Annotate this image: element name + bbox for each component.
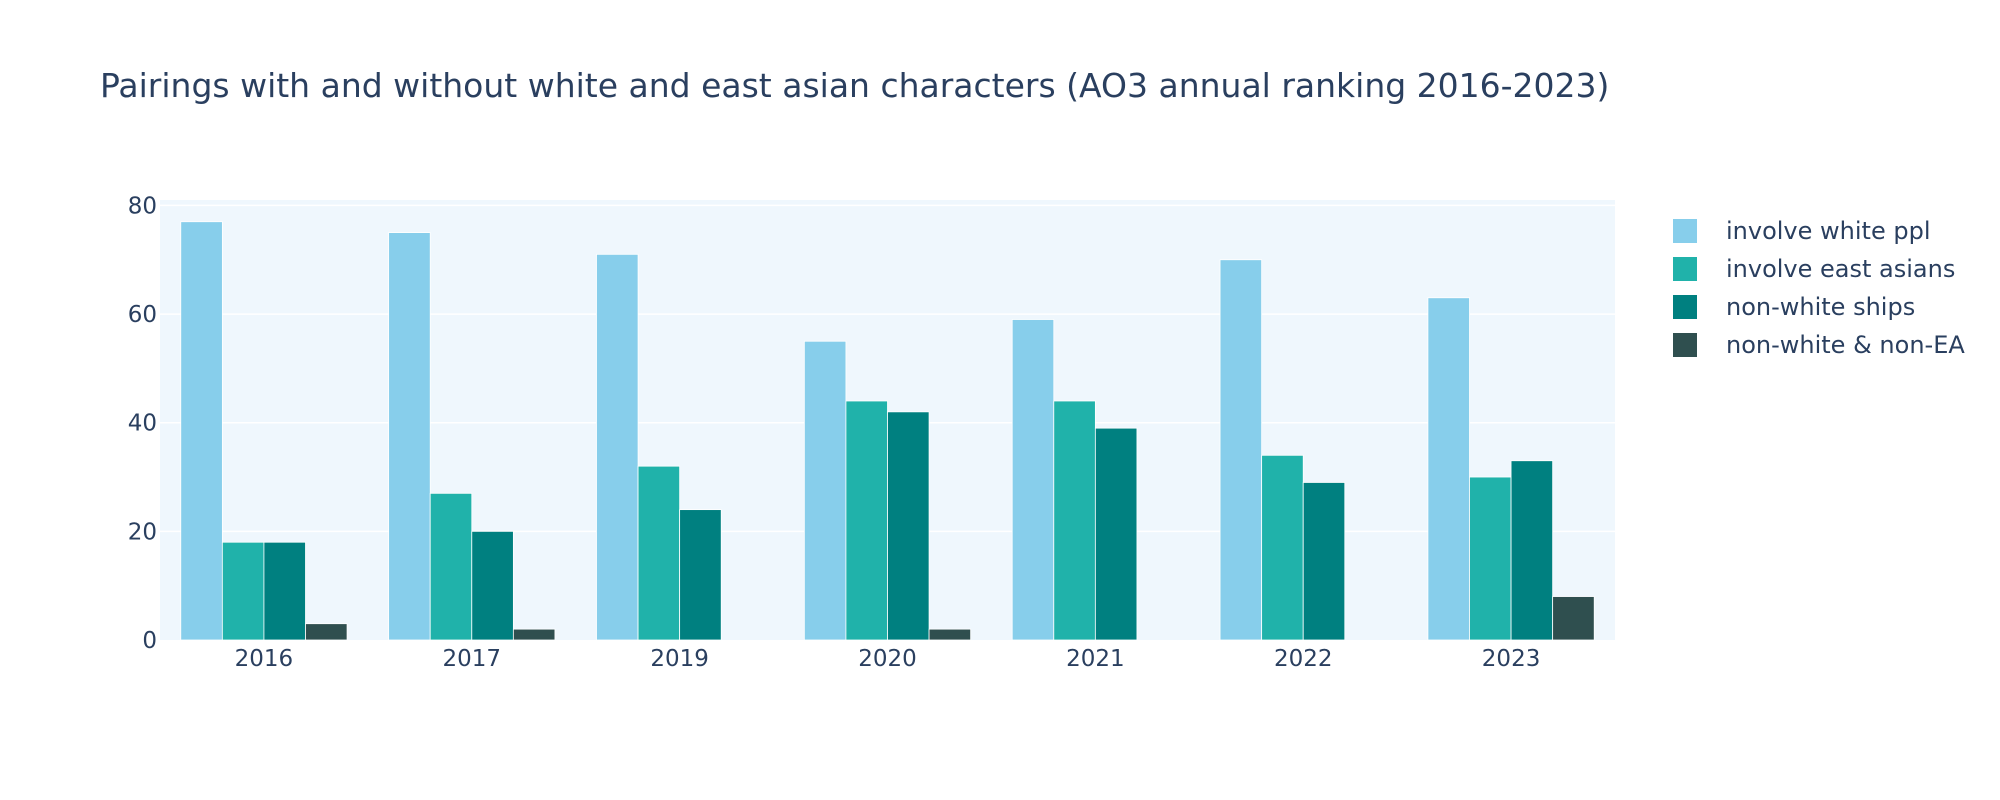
legend-swatch (1673, 257, 1697, 281)
legend-label: non-white & non-EA (1726, 331, 1965, 359)
bar-involve-white-ppl-2017[interactable] (388, 232, 431, 641)
y-tick-label: 80 (128, 193, 157, 219)
legend-item[interactable]: non-white & non-EA (1670, 326, 1965, 364)
legend-swatch (1673, 219, 1697, 243)
bar-non-white-ships-2020[interactable] (887, 411, 930, 641)
legend-swatch (1673, 333, 1697, 357)
bars (180, 221, 1595, 641)
legend-label: non-white ships (1726, 293, 1916, 321)
legend: involve white ppl involve east asians non-… (1670, 212, 1965, 364)
bar-involve-white-ppl-2021[interactable] (1011, 319, 1055, 641)
bar-involve-east-asians-2019[interactable] (637, 465, 681, 641)
bar-involve-white-ppl-2020[interactable] (803, 340, 847, 641)
x-tick-label: 2021 (1066, 646, 1125, 672)
legend-swatch (1673, 295, 1697, 319)
bar-non-white-ships-2016[interactable] (263, 541, 306, 641)
y-axis-ticks: 0 20 40 60 80 (128, 193, 157, 654)
x-tick-label: 2016 (235, 646, 294, 672)
bar-non-white-non-ea-2023[interactable] (1552, 596, 1595, 641)
y-tick-label: 0 (142, 628, 157, 654)
bar-involve-white-ppl-2023[interactable] (1427, 297, 1470, 641)
x-tick-label: 2022 (1274, 646, 1333, 672)
bar-involve-east-asians-2017[interactable] (429, 492, 473, 641)
x-tick-label: 2023 (1482, 646, 1541, 672)
bar-involve-east-asians-2021[interactable] (1053, 400, 1096, 641)
legend-label: involve white ppl (1726, 217, 1931, 245)
legend-item[interactable]: involve white ppl (1670, 212, 1965, 250)
bar-involve-white-ppl-2022[interactable] (1219, 259, 1263, 641)
bar-non-white-ships-2023[interactable] (1510, 460, 1554, 641)
x-axis-ticks: 2016 2017 2019 2020 2021 2022 2023 (235, 646, 1541, 672)
legend-label: involve east asians (1726, 255, 1956, 283)
x-tick-label: 2017 (443, 646, 502, 672)
bar-non-white-ships-2019[interactable] (679, 509, 722, 641)
bar-non-white-ships-2021[interactable] (1094, 427, 1138, 641)
bar-non-white-non-ea-2020[interactable] (928, 628, 972, 641)
bar-involve-east-asians-2016[interactable] (221, 541, 265, 641)
bar-involve-white-ppl-2019[interactable] (596, 253, 639, 641)
x-tick-label: 2019 (650, 646, 709, 672)
bar-non-white-ships-2022[interactable] (1302, 482, 1346, 641)
bar-involve-east-asians-2023[interactable] (1469, 476, 1512, 641)
chart-title: Pairings with and without white and east… (100, 66, 1610, 105)
legend-item[interactable]: involve east asians (1670, 250, 1965, 288)
bar-non-white-non-ea-2016[interactable] (305, 623, 348, 641)
bar-non-white-non-ea-2017[interactable] (512, 628, 556, 641)
y-tick-label: 40 (128, 411, 157, 437)
legend-item[interactable]: non-white ships (1670, 288, 1965, 326)
bar-non-white-ships-2017[interactable] (471, 530, 514, 641)
bar-involve-white-ppl-2016[interactable] (180, 221, 223, 641)
bar-involve-east-asians-2020[interactable] (845, 400, 888, 641)
y-tick-label: 60 (128, 302, 157, 328)
y-tick-label: 20 (128, 519, 157, 545)
bar-involve-east-asians-2022[interactable] (1261, 454, 1304, 641)
x-tick-label: 2020 (858, 646, 917, 672)
